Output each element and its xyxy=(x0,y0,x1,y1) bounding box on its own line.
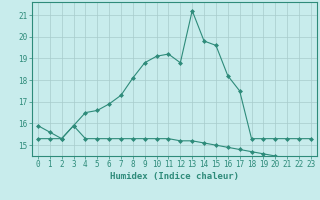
X-axis label: Humidex (Indice chaleur): Humidex (Indice chaleur) xyxy=(110,172,239,181)
